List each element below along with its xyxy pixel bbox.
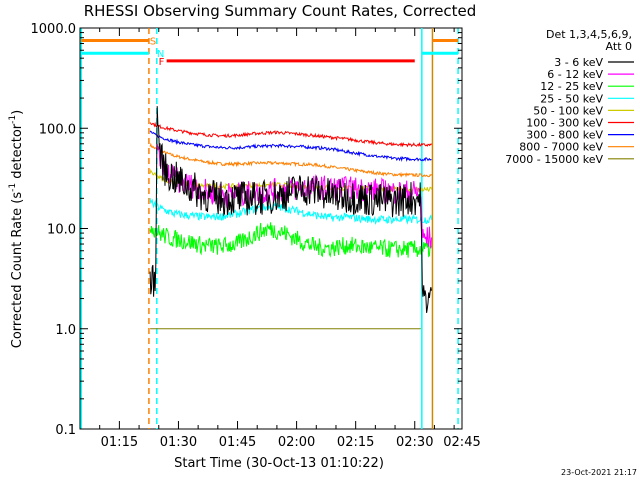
series-line — [149, 222, 432, 258]
y-tick-label: 1.0 — [55, 323, 76, 338]
legend-label: 3 - 6 keV — [554, 56, 603, 69]
legend-header-line1: Det 1,3,4,5,6,9, — [546, 28, 632, 41]
y-axis-label: Corrected Count Rate (s-1 detector-1) — [8, 110, 25, 348]
timestamp: 23-Oct-2021 21:17 — [561, 468, 637, 477]
x-tick-label: 02:30 — [396, 435, 433, 450]
flag-bars: SNF — [81, 37, 459, 68]
legend-label: 6 - 12 keV — [547, 68, 603, 81]
y-tick-label: 1000.0 — [31, 22, 77, 37]
series-line — [149, 142, 432, 178]
series-line — [149, 106, 432, 313]
legend-label: 300 - 800 keV — [526, 129, 603, 142]
series-line — [149, 198, 432, 226]
legend-label: 50 - 100 keV — [533, 104, 603, 117]
legend-label: 7000 - 15000 keV — [505, 153, 603, 166]
y-axis-ticks: 1000.0 100.0 10.0 1.0 0.1 — [31, 22, 462, 438]
x-tick-label: 01:30 — [160, 435, 197, 450]
y-axis-label-sup2: -1 — [8, 115, 18, 124]
flag-label-S: S — [150, 37, 156, 48]
y-axis-label-sup: -1 — [8, 183, 18, 192]
x-tick-label: 01:15 — [101, 435, 138, 450]
y-axis-label-end: ) — [10, 110, 25, 115]
legend-label: 800 - 7000 keV — [519, 141, 603, 154]
flag-label-N: N — [157, 49, 164, 60]
x-axis-ticks: 01:15 01:30 01:45 02:00 02:15 02:30 02:45 — [99, 28, 481, 450]
y-tick-label: 0.1 — [55, 423, 76, 438]
x-tick-label: 01:45 — [219, 435, 256, 450]
chart-title: RHESSI Observing Summary Count Rates, Co… — [84, 2, 477, 20]
legend-label: 12 - 25 keV — [540, 80, 603, 93]
y-tick-label: 100.0 — [39, 122, 76, 137]
series-line — [149, 130, 432, 163]
flag-label-F: F — [159, 57, 165, 68]
legend-label: 100 - 300 keV — [526, 117, 603, 130]
x-tick-label: 02:00 — [278, 435, 315, 450]
y-axis-label-main: Corrected Count Rate (s — [10, 192, 25, 349]
legend-header-line2: Att 0 — [606, 40, 632, 53]
x-tick-label: 02:15 — [337, 435, 374, 450]
y-tick-label: 10.0 — [47, 223, 76, 238]
series-line — [149, 121, 432, 148]
x-axis-label: Start Time (30-Oct-13 01:10:22) — [174, 456, 384, 471]
y-axis-label-mid: detector — [10, 123, 25, 183]
x-tick-label: 02:45 — [443, 435, 480, 450]
series-lines — [149, 106, 432, 330]
legend-label: 25 - 50 keV — [540, 92, 603, 105]
